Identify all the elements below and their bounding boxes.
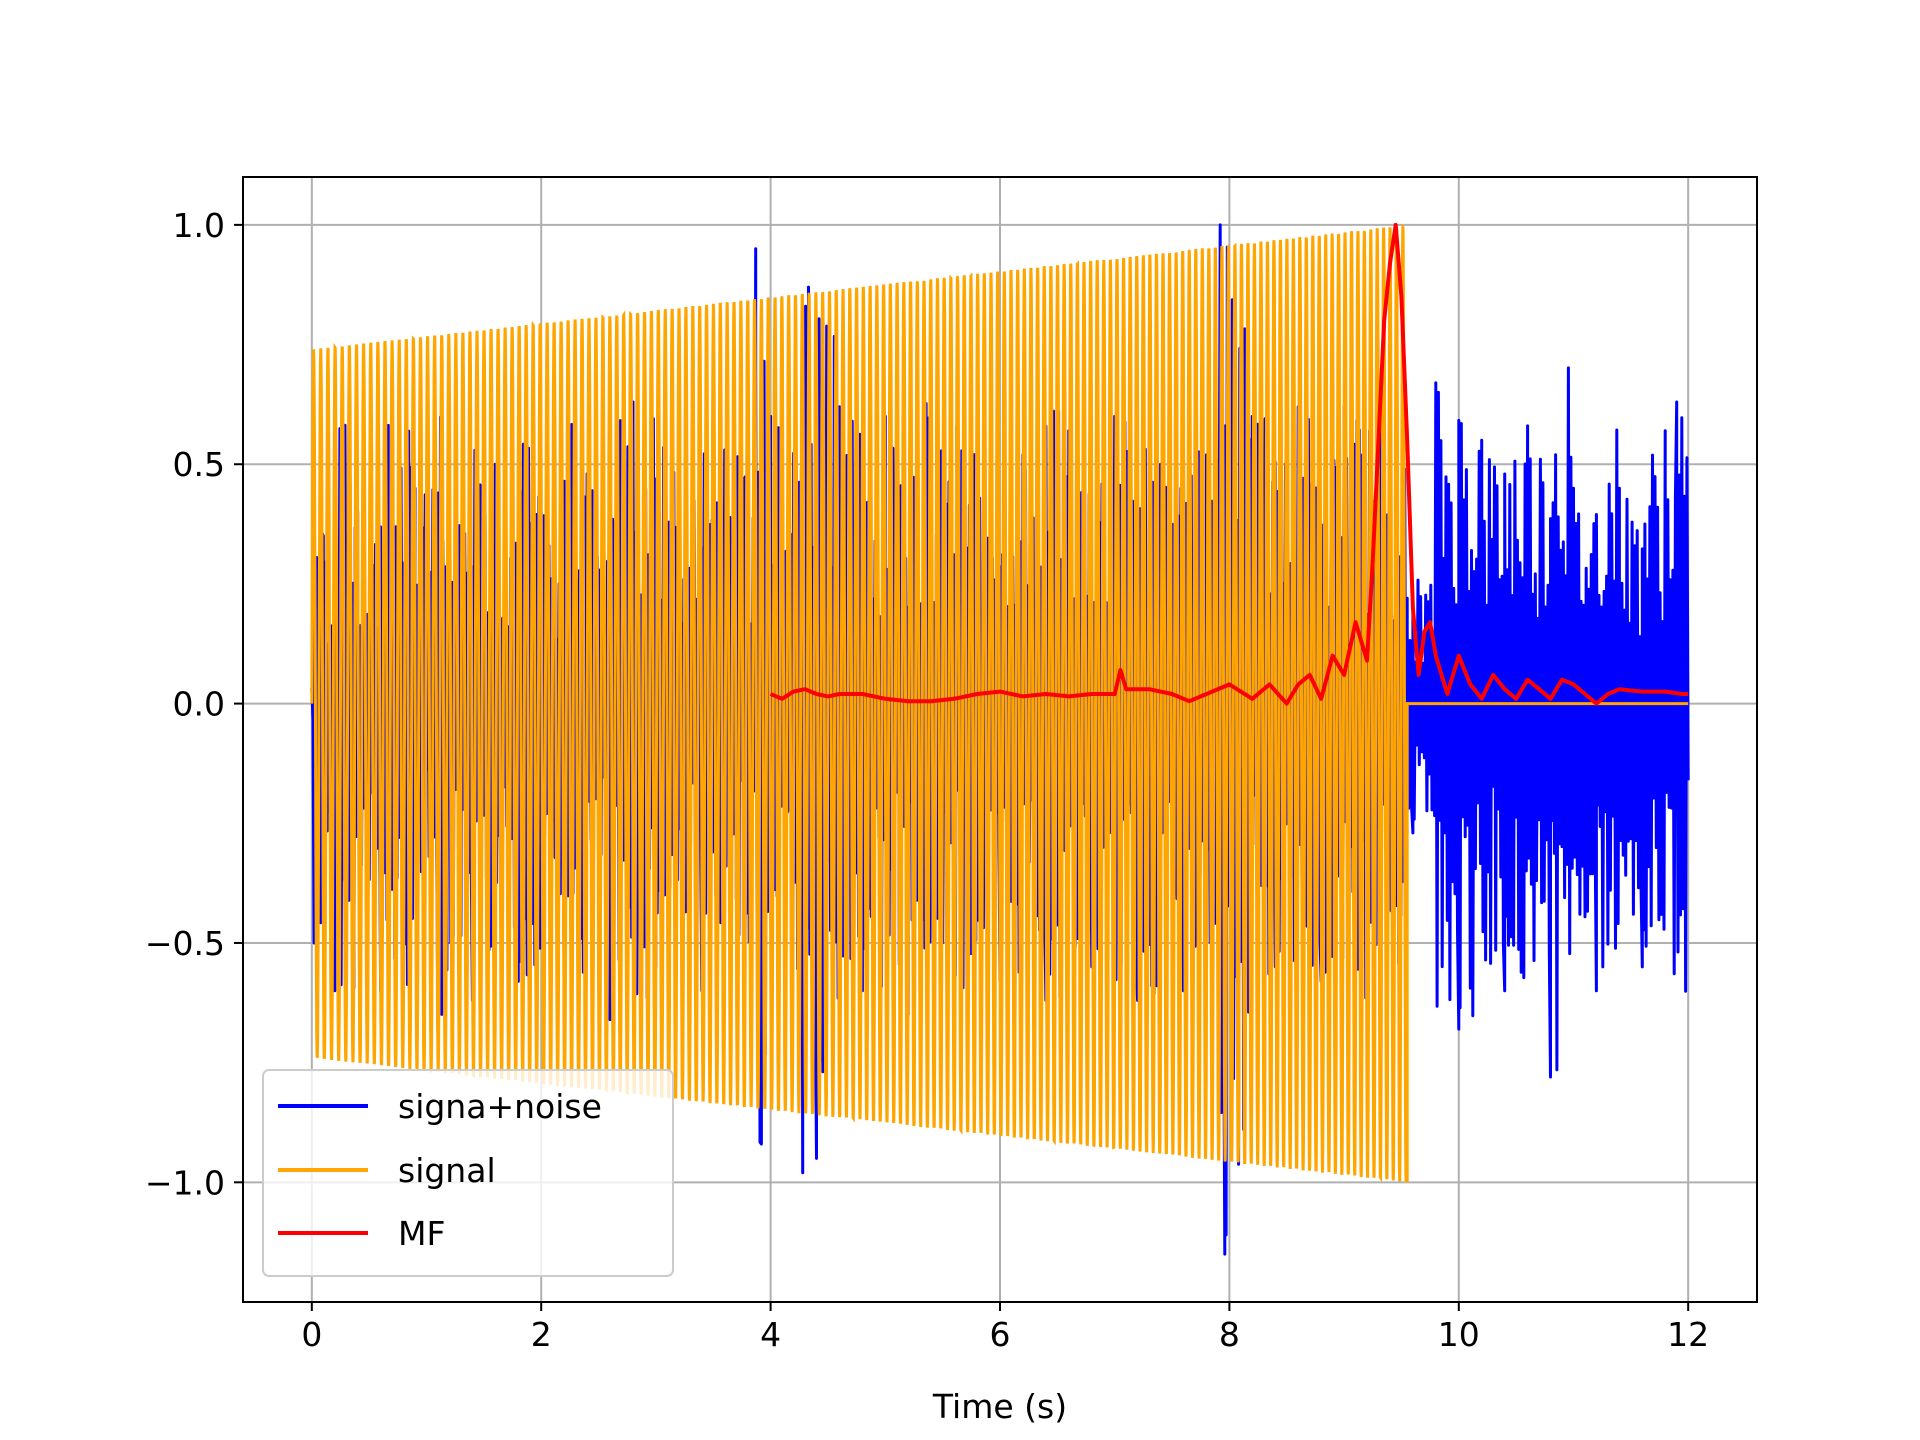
x-tick-label-3: 6 [990, 1315, 1011, 1354]
x-tick-label-5: 10 [1438, 1315, 1480, 1354]
x-tick-label-6: 12 [1667, 1315, 1709, 1354]
y-tick-label-2: 0.0 [173, 685, 225, 724]
y-tick-label-1: −0.5 [145, 924, 225, 963]
x-axis-label: Time (s) [932, 1387, 1067, 1426]
y-tick-label-4: 1.0 [173, 206, 225, 245]
legend-entry-1: signal [398, 1151, 496, 1190]
y-tick-label-3: 0.5 [173, 445, 225, 484]
legend-box [262, 1069, 674, 1277]
series-mf-line [769, 222, 1689, 706]
y-tick-label-0: −1.0 [145, 1163, 225, 1202]
legend: signa+noise signal MF [262, 1069, 674, 1277]
ticks: 0 2 4 6 8 10 12 −1.0 −0.5 0.0 0.5 1.0 [145, 206, 1709, 1354]
legend-entry-2: MF [398, 1214, 445, 1253]
legend-entry-0: signa+noise [398, 1087, 602, 1126]
x-tick-label-4: 8 [1219, 1315, 1240, 1354]
x-tick-label-0: 0 [301, 1315, 322, 1354]
x-tick-label-1: 2 [531, 1315, 552, 1354]
x-tick-label-2: 4 [760, 1315, 781, 1354]
